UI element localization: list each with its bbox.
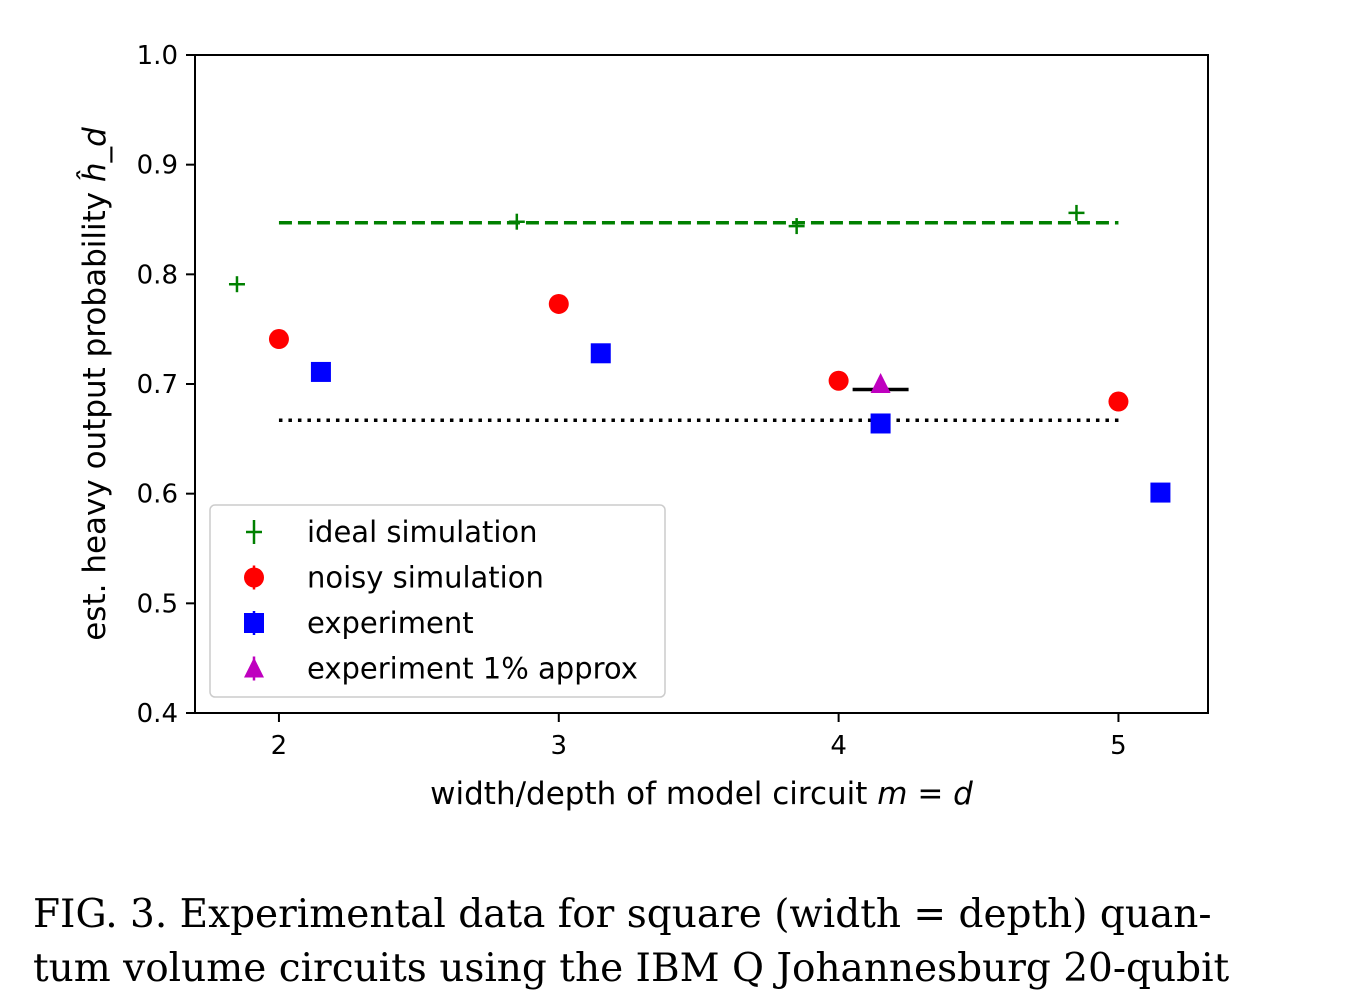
x-tick-label: 2 — [271, 731, 288, 761]
y-tick-label: 0.7 — [137, 370, 178, 400]
legend-marker — [244, 657, 264, 678]
x-axis-label-math: m = d — [877, 776, 973, 812]
square-data-point — [1150, 482, 1171, 503]
legend-entry: noisy simulation — [244, 561, 544, 595]
plus-data-point — [228, 276, 245, 293]
y-tick-label: 1.0 — [137, 41, 178, 71]
x-axis-label: width/depth of model circuit m = d — [430, 776, 973, 812]
plus-data-point — [1068, 204, 1085, 221]
plus-data-point — [788, 218, 805, 235]
caption-line-2: tum volume circuits using the IBM Q Joha… — [33, 946, 1230, 991]
x-axis-ticks: 2 3 4 5 — [271, 713, 1127, 761]
y-axis-label-text: est. heavy output probability — [77, 192, 113, 641]
data-points — [228, 204, 1171, 503]
y-tick-label: 0.5 — [137, 589, 178, 619]
y-axis-label-math: ĥ_d — [77, 127, 113, 182]
circle-data-point — [1108, 391, 1129, 412]
legend-marker — [244, 567, 264, 588]
square-data-point — [310, 361, 331, 382]
y-tick-label: 0.4 — [137, 699, 178, 729]
legend-marker — [244, 613, 264, 633]
circle-data-point — [268, 329, 289, 350]
legend: ideal simulation noisy simulation experime… — [209, 504, 666, 698]
legend-entry: ideal simulation — [246, 515, 538, 549]
x-tick-label: 5 — [1110, 731, 1127, 761]
circle-data-point — [548, 293, 569, 314]
plus-data-point — [508, 213, 525, 230]
x-tick-label: 4 — [830, 731, 847, 761]
y-axis-label: est. heavy output probability ĥ_d — [77, 127, 113, 641]
y-tick-label: 0.8 — [137, 260, 178, 290]
legend-label: experiment — [307, 606, 474, 640]
circle-data-point — [828, 370, 849, 391]
scatter-chart: 2 3 4 5 0.4 0.5 0.6 0.7 0.8 0.9 1.0 width/depth o… — [77, 41, 1209, 812]
y-tick-label: 0.9 — [137, 151, 178, 181]
reference-lines — [278, 221, 1119, 422]
y-tick-label: 0.6 — [137, 480, 178, 510]
x-axis-label-text: width/depth of model circuit — [430, 776, 867, 812]
y-axis-ticks: 0.4 0.5 0.6 0.7 0.8 0.9 1.0 — [137, 41, 195, 729]
legend-label: ideal simulation — [307, 515, 538, 549]
x-tick-label: 3 — [551, 731, 568, 761]
legend-label: experiment 1% approx — [307, 652, 638, 686]
square-data-point — [870, 413, 891, 434]
triangle-data-point — [870, 373, 891, 393]
caption-line-1: FIG. 3. Experimental data for square (wi… — [33, 892, 1212, 937]
legend-box — [209, 504, 666, 698]
legend-entry: experiment 1% approx — [244, 652, 638, 686]
square-data-point — [590, 343, 611, 364]
figure-caption: FIG. 3. Experimental data for square (wi… — [33, 888, 1333, 996]
legend-label: noisy simulation — [307, 561, 544, 595]
legend-entry: experiment — [244, 606, 474, 640]
